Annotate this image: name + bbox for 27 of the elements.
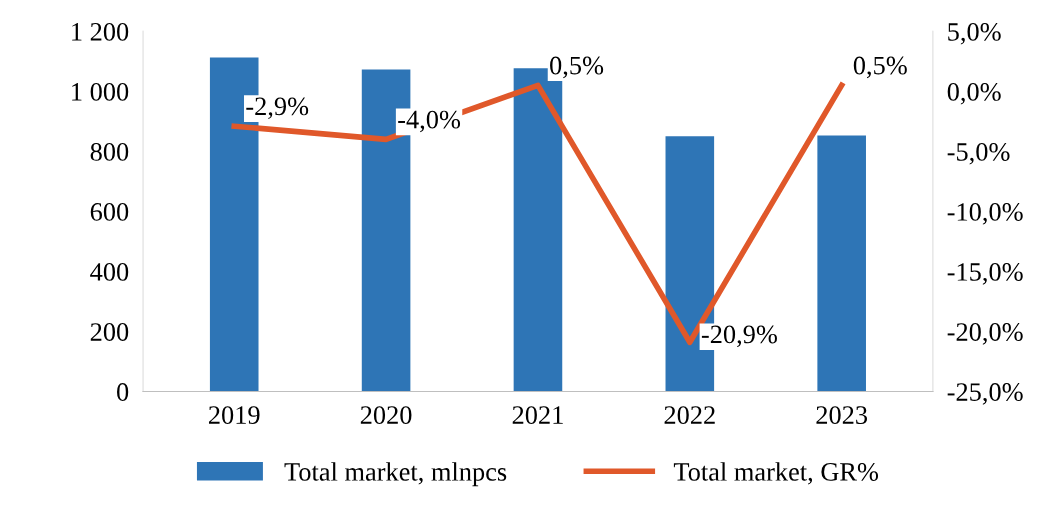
x-tick-label: 2020 — [360, 406, 412, 424]
x-tick-label: 2019 — [208, 406, 260, 424]
y2-tick-label: -20,0% — [947, 323, 1023, 345]
data-label: -20,9% — [701, 325, 777, 348]
data-label: 0,5% — [853, 56, 907, 79]
y-tick-label: 400 — [90, 263, 129, 281]
data-label: -2,9% — [246, 97, 309, 120]
y-tick-label: 0 — [117, 383, 129, 401]
y-tick-label: 600 — [90, 203, 129, 221]
legend-label: Total market, GR% — [673, 462, 879, 485]
data-label: -4,0% — [398, 110, 461, 133]
y2-tick-label: -5,0% — [947, 142, 1010, 165]
y-tick-label: 1 000 — [72, 82, 129, 101]
x-tick-label: 2021 — [512, 406, 563, 424]
x-tick-label: 2022 — [664, 406, 715, 424]
y-tick-label: 1 200 — [72, 22, 129, 41]
x-tick-label: 2023 — [816, 406, 868, 424]
data-label: 0,5% — [550, 56, 604, 79]
legend-label: Total market, mlnpcs — [284, 462, 507, 487]
y2-tick-label: -10,0% — [947, 203, 1023, 225]
y-tick-label: 800 — [90, 142, 129, 161]
y2-tick-label: 0,0% — [947, 82, 1001, 105]
y2-tick-label: -25,0% — [947, 383, 1023, 405]
bar — [817, 135, 866, 392]
y2-tick-label: -15,0% — [947, 263, 1023, 285]
y2-tick-label: 5,0% — [948, 22, 1001, 45]
y-tick-label: 200 — [90, 323, 129, 341]
